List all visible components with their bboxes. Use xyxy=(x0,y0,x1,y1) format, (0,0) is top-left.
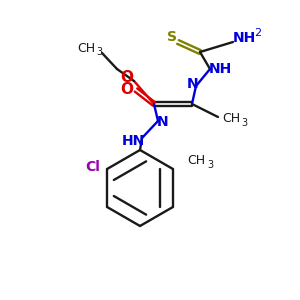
Text: NH: NH xyxy=(232,31,256,45)
Text: S: S xyxy=(167,30,177,44)
Text: HN: HN xyxy=(122,134,145,148)
Text: N: N xyxy=(157,115,169,129)
Text: 2: 2 xyxy=(254,28,262,38)
Text: 3: 3 xyxy=(241,118,247,128)
Text: NH: NH xyxy=(208,62,232,76)
Text: 3: 3 xyxy=(207,160,213,170)
Text: N: N xyxy=(187,77,199,91)
Text: CH: CH xyxy=(187,154,205,167)
Text: 3: 3 xyxy=(96,47,102,57)
Text: CH: CH xyxy=(77,41,95,55)
Text: O: O xyxy=(121,70,134,85)
Text: Cl: Cl xyxy=(86,160,101,174)
Text: O: O xyxy=(121,82,134,97)
Text: CH: CH xyxy=(222,112,240,125)
